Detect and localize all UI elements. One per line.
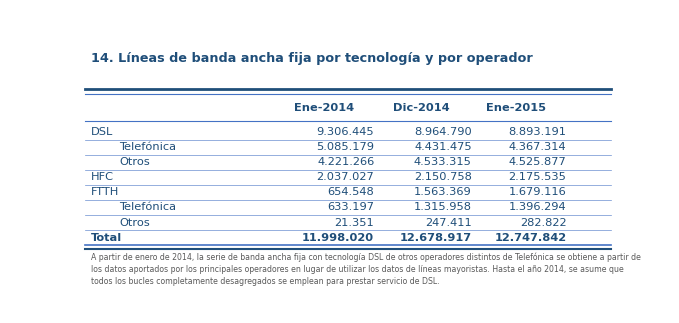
Text: Telefónica: Telefónica	[119, 142, 176, 152]
Text: Total: Total	[91, 233, 122, 243]
Text: 247.411: 247.411	[425, 218, 472, 228]
Text: Ene-2014: Ene-2014	[294, 103, 354, 113]
Text: DSL: DSL	[91, 127, 113, 137]
Text: 8.964.790: 8.964.790	[414, 127, 472, 137]
Text: 14. Líneas de banda ancha fija por tecnología y por operador: 14. Líneas de banda ancha fija por tecno…	[91, 52, 533, 66]
Text: 1.679.116: 1.679.116	[509, 187, 566, 197]
Text: FTTH: FTTH	[91, 187, 120, 197]
Text: 2.037.027: 2.037.027	[316, 172, 374, 182]
Text: 4.221.266: 4.221.266	[317, 157, 374, 167]
Text: 1.396.294: 1.396.294	[509, 203, 566, 213]
Text: 1.563.369: 1.563.369	[414, 187, 472, 197]
Text: 2.150.758: 2.150.758	[414, 172, 472, 182]
Text: 4.525.877: 4.525.877	[509, 157, 566, 167]
Text: 4.367.314: 4.367.314	[509, 142, 566, 152]
Text: 11.998.020: 11.998.020	[302, 233, 374, 243]
Text: 8.893.191: 8.893.191	[509, 127, 566, 137]
Text: 12.678.917: 12.678.917	[399, 233, 472, 243]
Text: 5.085.179: 5.085.179	[316, 142, 374, 152]
Text: Ene-2015: Ene-2015	[486, 103, 547, 113]
Text: Telefónica: Telefónica	[119, 203, 176, 213]
Text: 4.431.475: 4.431.475	[414, 142, 472, 152]
Text: 282.822: 282.822	[519, 218, 566, 228]
Text: 21.351: 21.351	[335, 218, 374, 228]
Text: 4.533.315: 4.533.315	[414, 157, 472, 167]
Text: 2.175.535: 2.175.535	[509, 172, 566, 182]
Text: 9.306.445: 9.306.445	[316, 127, 374, 137]
Text: Otros: Otros	[119, 218, 150, 228]
Text: Dic-2014: Dic-2014	[393, 103, 450, 113]
Text: 12.747.842: 12.747.842	[494, 233, 566, 243]
Text: 1.315.958: 1.315.958	[414, 203, 472, 213]
Text: Otros: Otros	[119, 157, 150, 167]
Text: A partir de enero de 2014, la serie de banda ancha fija con tecnología DSL de ot: A partir de enero de 2014, la serie de b…	[91, 253, 641, 286]
Text: HFC: HFC	[91, 172, 114, 182]
Text: 633.197: 633.197	[327, 203, 374, 213]
Text: 654.548: 654.548	[327, 187, 374, 197]
